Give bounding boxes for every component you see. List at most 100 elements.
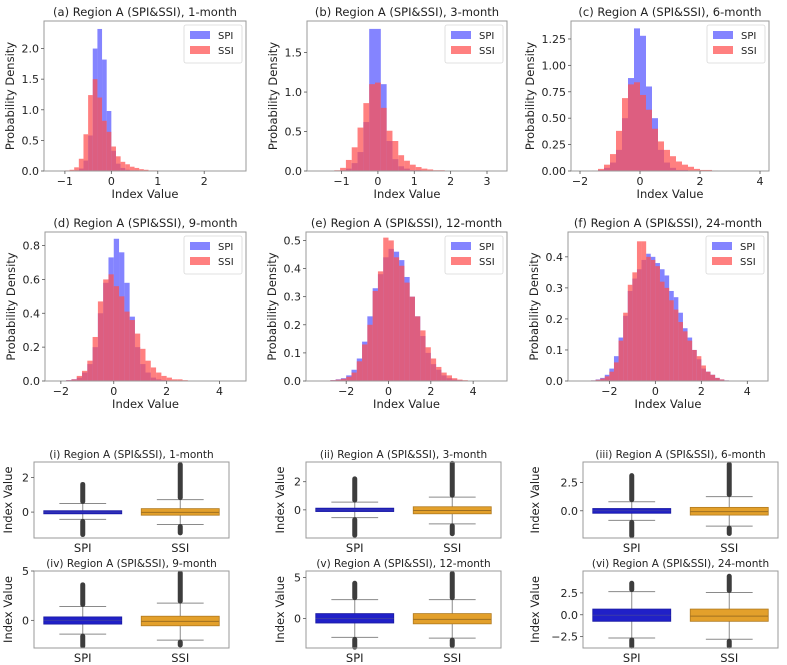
axes-frame: [567, 231, 769, 382]
histogram-bar: [351, 372, 357, 381]
series-ssi: [64, 79, 163, 171]
y-tick-label: −2.5: [551, 631, 578, 644]
box-ssi: [140, 570, 220, 648]
legend: SPI SSI: [444, 24, 504, 64]
legend: SPI SSI: [706, 24, 766, 64]
histogram-bar: [119, 296, 125, 381]
histogram-bar: [659, 281, 665, 381]
box-spi: [315, 580, 395, 650]
histogram-bar: [171, 379, 178, 381]
histogram-bar: [356, 361, 363, 381]
histogram-bar: [673, 309, 679, 381]
y-tick-label: 0.00: [542, 165, 567, 178]
y-tick-label: 0: [294, 504, 301, 517]
histogram-bar: [97, 97, 103, 171]
chart-title: (i) Region A (SPI&SSI), 1-month: [49, 449, 213, 461]
histogram-bar: [664, 287, 670, 381]
x-tick-label: SPI: [346, 651, 364, 665]
legend-swatch-spi: [190, 31, 210, 39]
histogram-bar: [399, 265, 405, 381]
x-tick-label: 0: [110, 385, 117, 398]
boxplot-panel-vi: SPI SSI −2.5 0.0 2.5 (vi) Region A (SPI&SSI),…: [528, 558, 779, 665]
histogram-bar: [143, 169, 149, 171]
histogram-panel-c: −2 0 2 4 0.00 0.25 0.50 0.75 1.00 1.25 (c) Region …: [523, 5, 770, 201]
histogram-bar: [421, 168, 428, 171]
histogram-bar: [351, 147, 358, 171]
y-tick-label: 0.5: [285, 126, 303, 139]
y-tick-label: 0.2: [23, 341, 41, 354]
histogram-bar: [705, 371, 711, 381]
x-axis-label: Index Value: [112, 397, 179, 411]
y-tick-label: 2.5: [561, 587, 579, 600]
histogram-bar: [669, 300, 674, 381]
x-tick-label: SPI: [74, 541, 92, 555]
chart-title: (v) Region A (SPI&SSI), 12-month: [316, 558, 490, 570]
histogram-bar: [623, 312, 628, 381]
y-axis-label: Index Value: [528, 467, 542, 534]
axes-frame: [44, 231, 247, 382]
x-tick-label: 2: [427, 385, 434, 398]
histogram-bar: [111, 146, 116, 171]
histogram-bar: [646, 256, 651, 381]
histogram-bar: [393, 257, 400, 381]
y-axis-label: Probability Density: [4, 252, 18, 360]
histogram-bar: [655, 266, 660, 381]
x-axis-label: Index Value: [635, 397, 702, 411]
histogram-bar: [640, 94, 646, 171]
histogram-bar: [140, 348, 146, 381]
chart-title: (iv) Region A (SPI&SSI), 9-month: [46, 558, 217, 570]
histogram-bar: [616, 130, 622, 171]
y-tick-label: 0.6: [23, 273, 41, 286]
chart-title: (f) Region A (SPI&SSI), 24-month: [574, 216, 762, 230]
histogram-bar: [609, 371, 614, 381]
histogram-bar: [120, 161, 126, 171]
y-tick-label: 0.0: [561, 609, 579, 622]
y-axis-label: Probability Density: [527, 252, 541, 360]
y-tick-label: 0.2: [284, 319, 302, 332]
histogram-bar: [386, 130, 393, 171]
y-tick-label: 5: [22, 565, 29, 578]
x-tick-label: 3: [484, 175, 491, 188]
box-spi: [43, 582, 123, 649]
legend-label-spi: SPI: [479, 242, 494, 253]
histogram-bar: [74, 167, 79, 171]
histogram-bar: [414, 316, 421, 381]
histogram-bar: [694, 168, 700, 171]
x-tick-label: SSI: [443, 651, 461, 665]
legend-label-spi: SPI: [479, 31, 494, 42]
y-tick-label: 1.5: [285, 47, 303, 60]
histogram-bar: [409, 164, 416, 171]
y-tick-label: 0.0: [23, 375, 41, 388]
box-ssi: [689, 573, 769, 649]
histogram-bar: [134, 333, 141, 381]
histogram-bar: [78, 158, 84, 171]
histogram-bar: [145, 360, 151, 381]
histogram-bar: [156, 372, 162, 381]
histogram-bar: [457, 379, 463, 381]
histogram-bar: [701, 365, 706, 381]
x-tick-label: 1: [154, 175, 161, 188]
histogram-bar: [664, 149, 670, 171]
legend-swatch-ssi: [451, 257, 471, 265]
x-tick-label: 2: [163, 385, 170, 398]
histogram-bar: [388, 240, 394, 381]
histogram-bar: [676, 161, 682, 171]
y-axis-label: Index Value: [1, 467, 15, 534]
x-tick-label: 1: [411, 175, 418, 188]
plot-area: [34, 571, 229, 648]
histogram-bar: [687, 340, 693, 381]
box-ssi: [140, 462, 220, 536]
histogram-bar: [658, 141, 664, 171]
histogram-panel-e: −2 0 2 4 0.0 0.1 0.2 0.3 0.4 0.5 (e) Region A (SPI…: [265, 216, 508, 411]
axes-frame: [306, 20, 508, 172]
histogram-bar: [392, 141, 399, 171]
axes-frame: [33, 461, 230, 539]
x-tick-label: 0: [652, 385, 659, 398]
legend-label-spi: SPI: [218, 31, 233, 42]
histogram-bar: [375, 82, 381, 171]
histogram-bar: [357, 127, 364, 171]
legend-label-ssi: SSI: [218, 257, 234, 268]
histogram-bar: [641, 241, 647, 381]
chart-title: (d) Region A (SPI&SSI), 9-month: [53, 216, 237, 230]
